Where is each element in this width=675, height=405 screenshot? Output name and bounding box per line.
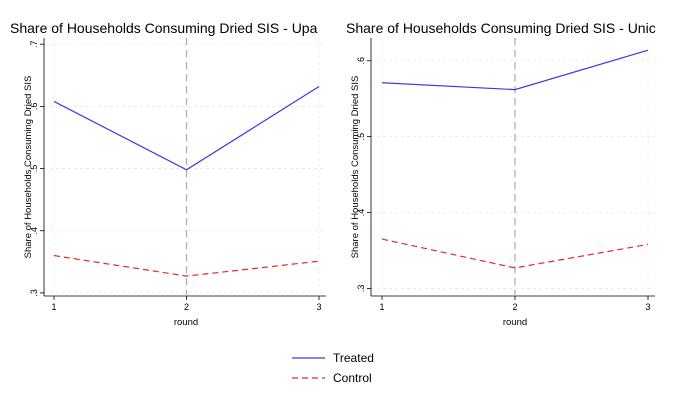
series-line-treated-unic xyxy=(381,49,649,91)
series-line-control-upa xyxy=(53,254,320,277)
series-line-treated-upa xyxy=(53,85,320,171)
x-axis-label-upa: round xyxy=(174,317,198,328)
y-axis-label-upa: Share of Households Consuming Dried SIS xyxy=(23,76,34,259)
x-tick-label-unic: 3 xyxy=(645,302,650,312)
x-tick-label-unic: 1 xyxy=(379,302,384,312)
panel-unic: Share of Households Consuming Dried SIS … xyxy=(346,20,656,328)
y-tick-label-unic: .6 xyxy=(356,57,366,65)
series-line-control-unic xyxy=(381,238,649,269)
panel-title-upa: Share of Households Consuming Dried SIS … xyxy=(10,20,318,36)
x-tick-label-upa: 3 xyxy=(316,302,321,312)
plot-area-upa: .3 .4 .5 .6 .7 1 2 3 xyxy=(29,38,326,312)
y-tick-label-upa: .5 xyxy=(29,165,39,173)
x-tick-label-upa: 2 xyxy=(184,302,189,312)
y-tick-label-upa: .7 xyxy=(29,40,39,48)
plot-area-unic: .3 .4 .5 .6 1 2 3 xyxy=(356,38,655,312)
panel-upa: Share of Households Consuming Dried SIS … xyxy=(10,20,326,328)
y-tick-label-upa: .3 xyxy=(29,289,39,297)
x-tick-label-unic: 2 xyxy=(512,302,517,312)
y-axis-label-unic: Share of Households Consuming Dried SIS xyxy=(350,76,361,259)
y-tick-label-upa: .6 xyxy=(29,103,39,111)
x-tick-label-upa: 1 xyxy=(51,302,56,312)
legend-label-treated: Treated xyxy=(333,351,374,365)
y-tick-label-unic: .4 xyxy=(356,209,366,217)
x-axis-label-unic: round xyxy=(503,317,527,328)
panel-title-unic: Share of Households Consuming Dried SIS … xyxy=(346,20,656,36)
legend: Treated Control xyxy=(292,351,374,385)
legend-label-control: Control xyxy=(333,371,372,385)
y-tick-label-unic: .3 xyxy=(356,285,366,293)
y-tick-label-upa: .4 xyxy=(29,227,39,235)
y-tick-label-unic: .5 xyxy=(356,133,366,141)
